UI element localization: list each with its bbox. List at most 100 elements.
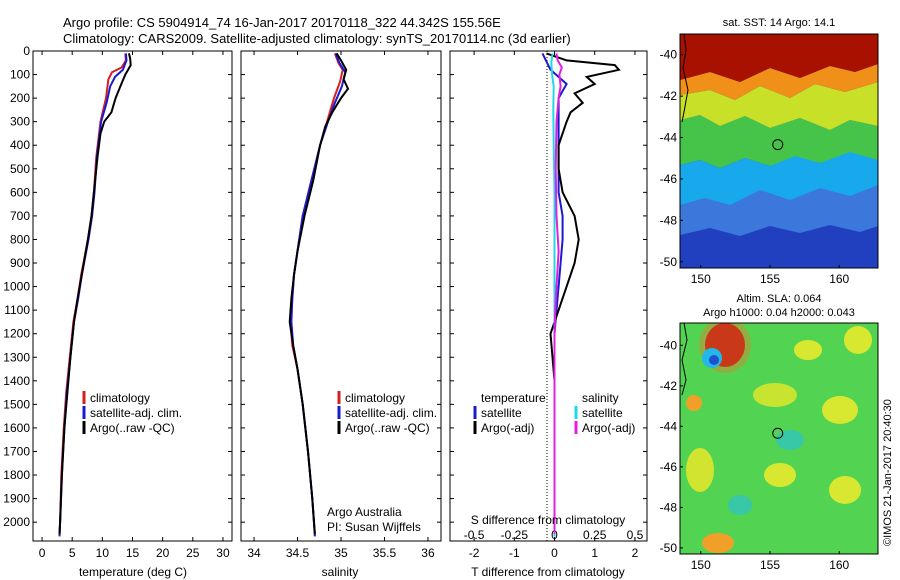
lat-tick-label: -42	[660, 89, 678, 103]
x-tick-label: 0	[39, 546, 46, 560]
lat-tick-label: -40	[660, 338, 678, 352]
x-tick-label: 34	[247, 546, 261, 560]
x-tick-label: 30	[216, 546, 230, 560]
sst-band-green	[680, 115, 878, 168]
legend-argo-label: Argo(..raw -QC)	[90, 421, 175, 435]
diff-legend-temperature-heading: temperature	[481, 391, 546, 405]
x-tick-label: 20	[156, 546, 170, 560]
header-line-1: Argo profile: CS 5904914_74 16-Jan-2017 …	[63, 15, 501, 30]
argo-australia-annotation: Argo Australia	[327, 505, 402, 519]
depth-tick-label: 100	[10, 68, 30, 82]
sla-blob-yellow-4	[822, 396, 858, 424]
diff-legend-salinity-heading: salinity	[582, 391, 619, 405]
x-tick-label: 25	[186, 546, 200, 560]
x-tick-label: 10	[96, 546, 110, 560]
salinity-panel: 34 34.5 35 35.5 36 salinity climatology sate…	[240, 50, 442, 579]
sst-latitude-axis: -40 -42 -44 -46 -48 -50	[660, 48, 683, 269]
sla-map-panel: Altim. SLA: 0.064 Argo h1000: 0.04 h2000…	[660, 293, 879, 572]
sst-argo-position-marker	[772, 139, 784, 151]
sla-heatmap	[680, 323, 878, 554]
x-tick-label: 36	[421, 546, 435, 560]
sal-legend-climatology-label: climatology	[345, 391, 405, 405]
legend-satellite-label: satellite-adj. clim.	[90, 406, 182, 420]
depth-tick-label: 0	[23, 44, 30, 58]
sla-latitude-axis: -40 -42 -44 -46 -48 -50	[660, 338, 683, 555]
x-tick-label: 5	[69, 546, 76, 560]
series-climatology	[58, 53, 127, 537]
lat-tick-label: -44	[660, 131, 678, 145]
pi-annotation: PI: Susan Wijffels	[327, 520, 421, 534]
depth-tick-label: 1100	[4, 303, 30, 317]
series-temperature-argo-adj	[546, 52, 621, 534]
lat-tick-label: -46	[660, 460, 678, 474]
s-tick-label: 0.25	[583, 528, 607, 542]
sla-blob-cyan-3	[728, 495, 752, 515]
depth-tick-label: 600	[10, 185, 30, 199]
sla-map-title: Altim. SLA: 0.064	[737, 293, 822, 305]
temperature-axis-label: temperature (deg C)	[79, 565, 187, 579]
series-climatology	[289, 53, 344, 537]
lon-tick-label: 150	[691, 558, 711, 572]
salinity-axis-label: salinity	[322, 565, 359, 579]
sla-coastline	[681, 323, 688, 396]
salinity-series	[288, 52, 350, 537]
sla-map-frame	[679, 322, 879, 555]
depth-tick-label: 1700	[3, 444, 30, 458]
salinity-plot-frame	[240, 50, 442, 542]
sst-band-orange	[680, 64, 878, 100]
lat-tick-label: -50	[660, 541, 678, 555]
depth-tick-label: 700	[10, 209, 30, 223]
series-salinity-argo-adj	[553, 53, 563, 534]
sst-band-red	[680, 34, 878, 82]
x-tick-label: -1	[509, 546, 520, 560]
series-argo-raw-qc	[288, 52, 350, 534]
x-tick-label: 2	[632, 546, 639, 560]
header-line-2: Climatology: CARS2009. Satellite-adjuste…	[63, 31, 571, 46]
lat-tick-label: -46	[660, 172, 678, 186]
depth-tick-label: 1200	[3, 327, 30, 341]
x-tick-label: 35	[334, 546, 348, 560]
sla-blob-orange-2	[702, 533, 734, 553]
difference-plot-frame	[449, 50, 648, 542]
sst-coastline	[681, 34, 689, 123]
sst-longitude-axis: 150 155 160	[691, 265, 850, 286]
lat-tick-label: -42	[660, 379, 678, 393]
series-satellite-adj-clim	[58, 53, 128, 537]
s-tick-label: 0.5	[627, 528, 644, 542]
sla-map-subtitle: Argo h1000: 0.04 h2000: 0.043	[703, 307, 855, 319]
depth-tick-label: 400	[10, 138, 30, 152]
s-tick-label: -0.25	[501, 528, 529, 542]
x-tick-label: 35.5	[373, 546, 397, 560]
sla-blob-yellow-7	[829, 476, 861, 504]
x-tick-label: 34.5	[286, 546, 310, 560]
depth-tick-label: 1300	[3, 350, 30, 364]
sst-heatmap	[680, 34, 878, 268]
sst-map-title: sat. SST: 14 Argo: 14.1	[723, 17, 836, 29]
depth-tick-label: 1800	[3, 468, 30, 482]
sla-blob-yellow-3	[753, 383, 797, 407]
temperature-panel: 0100200300400500600700800900100011001200…	[3, 44, 233, 579]
temperature-series	[58, 53, 132, 537]
lon-tick-label: 160	[829, 272, 849, 286]
x-tick-label: 1	[591, 546, 598, 560]
depth-axis: 0 100 200 300 400 500 600 700 800 900 1000 1100 1200…	[3, 44, 232, 529]
salinity-legend: climatology satellite-adj. clim. Argo(..…	[337, 391, 437, 435]
sal-legend-argo-label: Argo(..raw -QC)	[345, 421, 430, 435]
lat-tick-label: -48	[660, 500, 678, 514]
lat-tick-label: -48	[660, 213, 678, 227]
s-difference-axis-label: S difference from climatology	[471, 513, 626, 527]
sla-blob-blue	[709, 355, 719, 365]
x-tick-label: -2	[469, 546, 480, 560]
lon-tick-label: 155	[760, 272, 780, 286]
temperature-axis: 0 5 10 15 20 25 30	[39, 51, 230, 560]
sla-blob-orange-3	[686, 395, 702, 411]
s-difference-axis: -0.5 -0.25 0 0.25 0.5	[464, 528, 644, 542]
sla-blob-yellow-1	[794, 340, 822, 360]
difference-depth-ticks	[450, 50, 647, 523]
sla-blob-yellow-6	[764, 463, 796, 487]
depth-tick-label: 1000	[3, 280, 30, 294]
x-tick-label: 15	[126, 546, 140, 560]
difference-panel: -2 -1 0 1 2 -0.5 -0.25 0 0.25 0.5 T difference f…	[449, 50, 648, 579]
diff-legend-t-satellite-label: satellite	[481, 406, 522, 420]
depth-tick-label: 200	[10, 91, 30, 105]
